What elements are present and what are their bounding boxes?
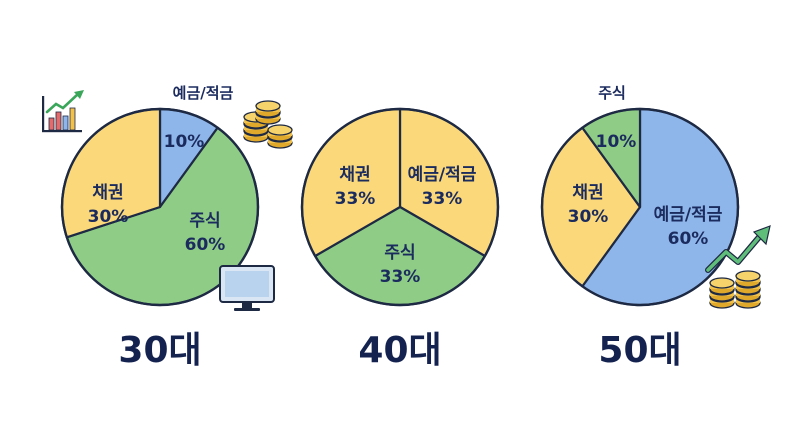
slice-label-채권: 채권 (92, 183, 123, 203)
chart-title: 50대 (598, 330, 681, 371)
slice-label-주식: 주식 (598, 84, 626, 102)
pie-outline (540, 107, 740, 307)
slice-label-예금/적금: 예금/적금 (654, 205, 723, 225)
slice-label-채권: 채권 (572, 183, 603, 203)
slice-label-예금/적금: 예금/적금 (408, 165, 477, 185)
slice-value-주식: 60% (185, 235, 226, 255)
slice-value-예금/적금: 33% (422, 189, 463, 209)
slice-label-채권: 채권 (339, 165, 370, 185)
slice-value-채권: 33% (335, 189, 376, 209)
coin-stack-icon (243, 100, 293, 149)
chart-title: 40대 (358, 330, 441, 371)
slice-value-채권: 30% (88, 207, 129, 227)
slice-label-주식: 주식 (189, 211, 220, 231)
pie-outline (300, 107, 500, 307)
pie-chart-40대: 예금/적금 33% 주식 33% 채권 33% 40대 (300, 107, 500, 371)
slice-value-예금/적금: 10% (164, 132, 205, 152)
pie-chart-50대: 예금/적금 60% 채권 30% 주식 10% 50대 (540, 84, 740, 371)
chart-title: 30대 (118, 330, 201, 371)
growth-chart-icon (42, 90, 84, 133)
pie-chart-30대: 예금/적금 10% 주식 60% 채권 30% 30대 (60, 84, 260, 371)
trend-arrow-icon (705, 225, 771, 273)
slice-label-예금/적금: 예금/적금 (173, 84, 234, 102)
slice-value-주식: 33% (380, 267, 421, 287)
slice-value-주식: 10% (596, 132, 637, 152)
slice-label-주식: 주식 (384, 243, 415, 263)
slice-value-예금/적금: 60% (668, 229, 709, 249)
coin-stack-icon (709, 270, 761, 309)
pie-outline (60, 107, 260, 307)
slice-value-채권: 30% (568, 207, 609, 227)
computer-monitor-icon (219, 265, 275, 311)
